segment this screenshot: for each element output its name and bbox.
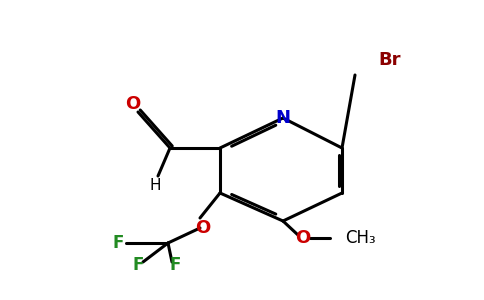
Text: Br: Br — [379, 51, 401, 69]
Text: N: N — [275, 109, 290, 127]
Text: O: O — [125, 95, 141, 113]
Text: F: F — [132, 256, 144, 274]
Text: F: F — [112, 234, 124, 252]
Text: O: O — [196, 219, 211, 237]
Text: CH₃: CH₃ — [345, 229, 375, 247]
Text: H: H — [149, 178, 161, 194]
Text: O: O — [295, 229, 311, 247]
Text: F: F — [169, 256, 181, 274]
